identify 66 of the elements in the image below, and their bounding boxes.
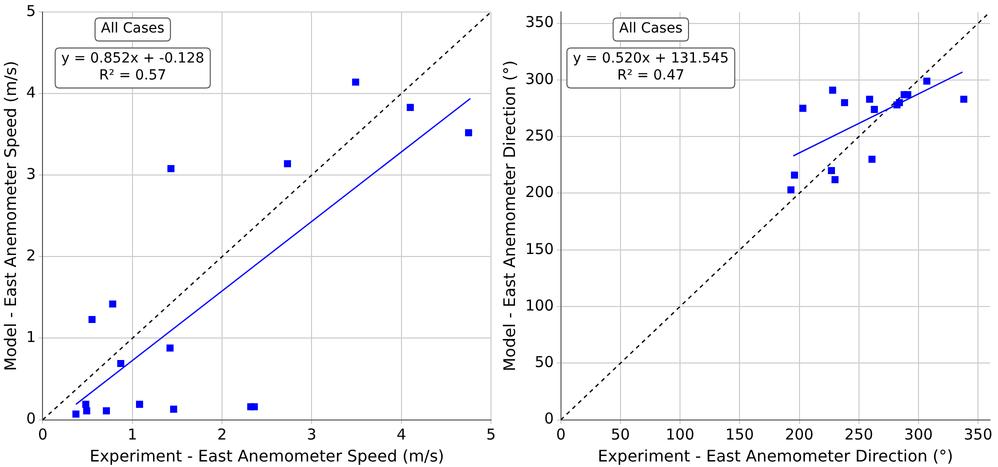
point: [82, 400, 90, 408]
y-tick-label: 200: [525, 183, 554, 202]
point: [866, 96, 874, 103]
point: [828, 167, 835, 174]
point: [83, 407, 90, 414]
point: [831, 176, 839, 184]
y-tick-label: 0: [544, 410, 554, 428]
x-tick-label: 300: [904, 426, 933, 444]
x-tick-label: 4: [396, 426, 406, 444]
point: [868, 156, 876, 163]
point: [841, 99, 848, 106]
x-tick-label: 2: [217, 426, 227, 444]
point: [904, 91, 912, 98]
point: [352, 78, 360, 86]
y-tick-label: 5: [26, 2, 36, 20]
x-axis-title: Experiment - East Anemometer Direction (°): [598, 446, 954, 466]
y-axis-title: Model - East Anemometer Speed (m/s): [0, 60, 20, 371]
x-tick-label: 5: [486, 426, 496, 444]
y-tick-label: 100: [525, 296, 554, 314]
y-tick-label: 150: [525, 240, 554, 258]
x-tick-label: 350: [964, 426, 992, 444]
point: [72, 410, 80, 418]
point: [406, 104, 414, 111]
point: [166, 344, 174, 352]
point: [896, 99, 903, 106]
y-tick-label: 350: [525, 13, 554, 32]
point: [829, 86, 836, 94]
annotation: All Cases: [101, 20, 164, 37]
annotation: All Cases: [619, 20, 683, 37]
x-tick-label: 0: [556, 426, 566, 444]
y-tick-label: 0: [26, 410, 36, 428]
point: [923, 78, 930, 85]
x-tick-label: 1: [128, 426, 138, 444]
point: [109, 300, 116, 308]
point: [167, 165, 174, 172]
point: [960, 96, 968, 103]
y-tick-label: 250: [525, 126, 554, 144]
y-axis-title: Model - East Anemometer Direction (°): [500, 60, 519, 372]
x-tick-label: 200: [784, 426, 814, 444]
x-tick-label: 100: [666, 426, 694, 444]
x-tick-label: 250: [844, 426, 874, 444]
annotation: y = 0.520x + 131.545 R² = 0.47: [572, 50, 729, 84]
x-axis-title: Experiment - East Anemometer Speed (m/s): [90, 446, 444, 466]
x-tick-label: 3: [306, 426, 316, 444]
point: [787, 186, 794, 194]
x-tick-label: 50: [610, 426, 630, 444]
point: [284, 160, 292, 168]
y-tick-label: 300: [525, 70, 554, 88]
y-tick-label: 3: [26, 165, 36, 184]
y-tick-label: 1: [26, 328, 36, 346]
point: [117, 360, 124, 368]
point: [136, 400, 144, 408]
point: [799, 104, 806, 112]
point: [102, 407, 110, 414]
point: [170, 406, 178, 413]
x-tick-label: 150: [725, 426, 754, 444]
y-tick-label: 2: [26, 246, 36, 265]
y-tick-label: 4: [26, 83, 36, 102]
annotation: y = 0.852x + -0.128 R² = 0.57: [61, 50, 204, 84]
point: [250, 403, 258, 410]
point: [790, 172, 798, 179]
point: [870, 106, 878, 113]
point: [88, 316, 96, 324]
x-tick-label: 0: [38, 426, 48, 444]
y-tick-label: 50: [534, 353, 554, 372]
point: [465, 129, 472, 136]
